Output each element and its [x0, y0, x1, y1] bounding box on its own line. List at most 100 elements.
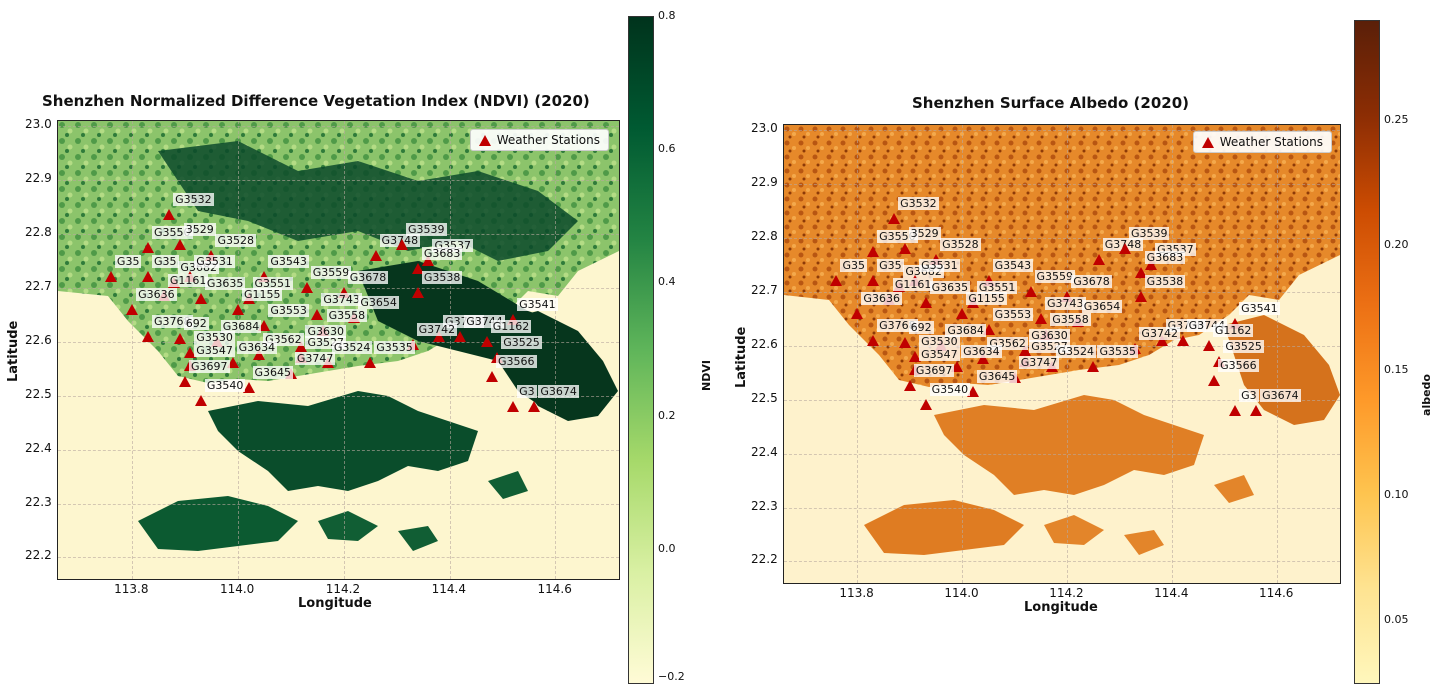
station-triangle-icon [242, 381, 255, 393]
station-triangle-icon [231, 303, 244, 315]
grid-line-horizontal [58, 557, 619, 559]
station-label: G3743 [1045, 296, 1086, 310]
ndvi-panel: Shenzhen Normalized Difference Vegetatio… [0, 0, 713, 686]
station-label: G3697 [913, 364, 955, 378]
station-label: G3532 [898, 197, 939, 211]
colorbar-tick-label: −0.2 [658, 670, 685, 683]
colorbar-tick-label: 0.05 [1384, 612, 1409, 626]
station-triangle-icon [1208, 374, 1221, 386]
station-label: G3674 [1260, 388, 1301, 402]
station-label: G3535 [374, 341, 415, 355]
colorbar-tick-label: 0.0 [658, 541, 676, 555]
station-triangle-icon [173, 333, 186, 345]
station-label: G3525 [1223, 340, 1264, 354]
station-triangle-icon [1250, 404, 1263, 416]
station-triangle-icon [485, 370, 498, 382]
station-triangle-icon [898, 242, 911, 254]
albedo-ylabel: Latitude [734, 326, 749, 388]
ndvi-title: Shenzhen Normalized Difference Vegetatio… [42, 92, 590, 110]
station-triangle-icon [311, 308, 324, 320]
grid-line-horizontal [784, 453, 1340, 455]
station-label: G3543 [268, 255, 309, 269]
x-tick-label: 113.8 [114, 582, 149, 596]
station-triangle-icon [919, 296, 932, 308]
y-tick-label: 22.5 [751, 390, 778, 405]
station-triangle-icon [1202, 339, 1215, 351]
x-tick-label: 113.8 [839, 586, 874, 600]
station-label: 3529 [183, 222, 216, 236]
y-tick-label: 22.3 [751, 498, 778, 513]
station-label: G3558 [1050, 313, 1091, 327]
station-triangle-icon [919, 399, 932, 411]
station-label: G3634 [236, 341, 278, 355]
ndvi-map: G3532 G3550 3529 G3528 G3748 G3539 G3537 G3683 G… [57, 120, 620, 580]
station-triangle-icon [977, 353, 990, 365]
y-tick-label: 22.5 [25, 386, 52, 401]
y-tick-label: 22.8 [25, 225, 52, 240]
station-label: G3543 [992, 259, 1034, 273]
station-label: G3747 [294, 352, 336, 366]
station-label: G35 [840, 259, 867, 273]
station-label: G1155 [966, 291, 1007, 305]
station-label: G1161 [167, 274, 209, 288]
station-label: G3559 [1034, 270, 1076, 284]
station-label: G3684 [220, 319, 262, 333]
ndvi-ylabel: Latitude [6, 320, 21, 382]
y-tick-label: 23.0 [751, 121, 778, 136]
station-triangle-icon [1134, 291, 1147, 303]
grid-line-horizontal [784, 130, 1340, 132]
station-label: G3524 [1055, 345, 1097, 359]
station-triangle-icon [1229, 318, 1242, 330]
albedo-panel: Shenzhen Surface Albedo (2020) G3532 G355… [720, 0, 1442, 686]
station-triangle-icon [422, 255, 435, 267]
x-tick-label: 114.4 [1154, 586, 1189, 600]
grid-line-vertical [1172, 125, 1174, 583]
station-label: G3645 [252, 365, 294, 379]
station-label: 692 [183, 317, 209, 331]
station-label: G3551 [252, 276, 294, 290]
station-label: G3547 [194, 344, 235, 358]
colorbar-tick-label: 0.2 [658, 408, 676, 422]
station-label: G3768 [151, 314, 193, 328]
station-label: G3531 [194, 255, 235, 269]
station-triangle-icon [396, 238, 408, 250]
albedo-colorbar [1354, 20, 1380, 684]
station-triangle-icon [867, 334, 880, 346]
station-label: G35 [877, 259, 904, 273]
colorbar-tick-label: 0.10 [1384, 487, 1409, 501]
station-triangle-icon [226, 357, 239, 369]
ndvi-lantau-island [138, 496, 298, 551]
y-tick-label: 22.7 [25, 279, 52, 294]
station-label: G3541 [517, 298, 558, 312]
station-label: G3530 [919, 334, 960, 348]
station-label: G3530 [194, 330, 235, 344]
station-triangle-icon [369, 249, 382, 261]
station-label: G3539 [406, 222, 447, 236]
albedo-small-islands [1044, 475, 1254, 555]
station-label: G3558 [326, 309, 368, 323]
station-label: G3550 [877, 229, 918, 243]
grid-line-horizontal [784, 399, 1340, 401]
station-label: G3541 [1239, 302, 1280, 316]
station-label: G3630 [1029, 329, 1070, 343]
station-triangle-icon [411, 263, 424, 275]
y-tick-label: 23.0 [25, 117, 52, 132]
grid-line-horizontal [58, 395, 619, 397]
albedo-colorbar-label: albedo [1420, 374, 1433, 416]
x-tick-label: 114.2 [1049, 586, 1084, 600]
station-label: G3566 [495, 354, 537, 368]
station-label: G35 [151, 255, 179, 269]
station-label: G1161 [892, 278, 934, 292]
station-triangle-icon [1134, 267, 1147, 279]
station-triangle-icon [1035, 312, 1048, 324]
station-triangle-icon [364, 357, 377, 369]
station-label: 3529 [908, 226, 941, 240]
grid-line-horizontal [58, 180, 619, 182]
legend-triangle-icon [1201, 136, 1214, 148]
station-triangle-icon [337, 287, 350, 299]
albedo-xlabel: Longitude [1024, 600, 1098, 615]
albedo-hong-kong [934, 395, 1204, 495]
ndvi-colorbar [628, 16, 654, 684]
station-label: G3532 [173, 193, 214, 207]
station-label: G3654 [1081, 299, 1123, 313]
